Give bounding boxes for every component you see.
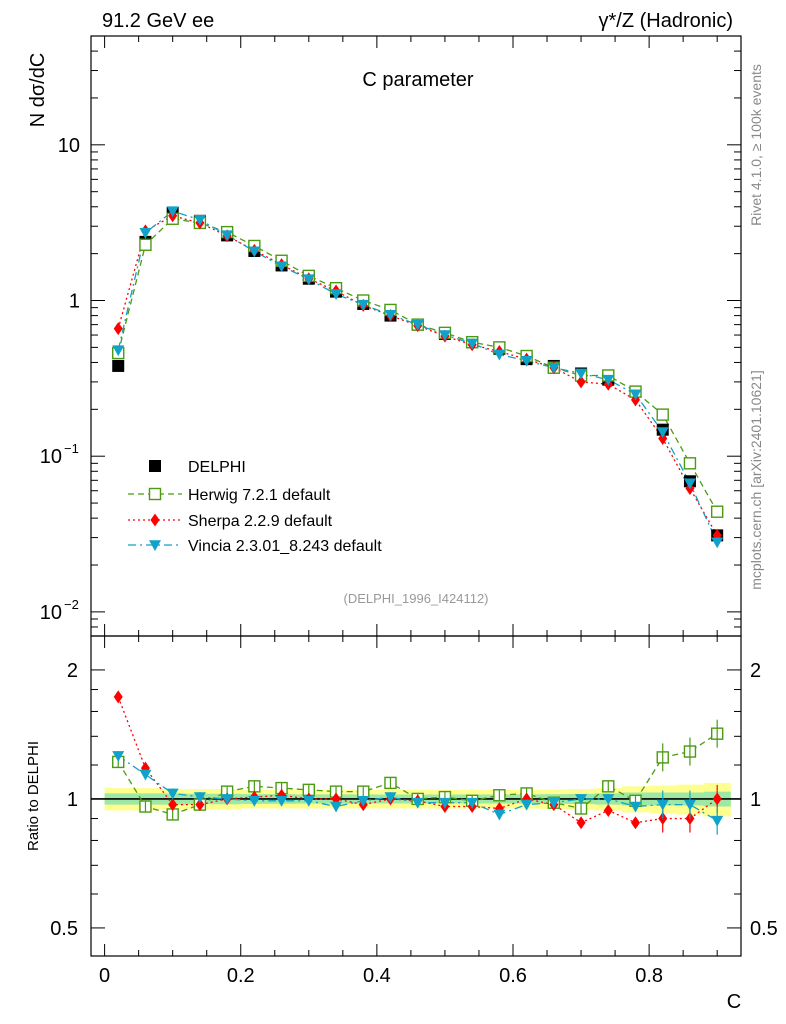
- data-point-vincia: [275, 261, 288, 273]
- y-tick-exponent: −1: [64, 441, 79, 456]
- data-point-vincia: [656, 427, 669, 439]
- data-point-herwig: [683, 457, 697, 470]
- chart-title: C parameter: [362, 69, 473, 91]
- series-line-herwig: [117, 218, 718, 513]
- data-point-vincia: [520, 355, 533, 367]
- legend-label: Vincia 2.3.01_8.243 default: [188, 538, 382, 555]
- y-tick-exponent: −2: [64, 597, 79, 612]
- legend-marker: [149, 460, 161, 472]
- data-point-vincia: [711, 537, 724, 549]
- y-tick-label-ratio-right: 0.5: [750, 918, 778, 940]
- legend-marker: [148, 487, 162, 501]
- legend-label: Herwig 7.2.1 default: [188, 487, 331, 504]
- y-tick-label-ratio-right: 2: [750, 660, 761, 682]
- data-point-vincia: [193, 214, 206, 226]
- rivet-version-label: Rivet 4.1.0, ≥ 100k events: [748, 64, 764, 226]
- x-tick-label: 0.4: [363, 965, 391, 987]
- data-point-herwig: [710, 505, 724, 518]
- x-tick-label: 0.2: [227, 965, 255, 987]
- y-tick-label-ratio: 2: [67, 660, 78, 682]
- data-point-sherpa: [658, 431, 668, 445]
- data-point-vincia: [248, 246, 261, 258]
- data-point-vincia: [112, 345, 125, 357]
- ratio-line-sherpa: [117, 696, 718, 824]
- data-point-vincia: [221, 230, 234, 242]
- x-tick-label: 0: [99, 965, 110, 987]
- header-left: 91.2 GeV ee: [102, 10, 214, 32]
- header-right: γ*/Z (Hadronic): [599, 10, 733, 32]
- data-point-vincia: [330, 289, 343, 301]
- y-tick-label-ratio: 1: [67, 789, 78, 811]
- legend: DELPHI Herwig 7.2.1 default Sherpa 2.2.9 d…: [128, 459, 382, 555]
- mcplots-label: mcplots.cern.ch [arXiv:2401.10621]: [748, 370, 764, 589]
- data-point-vincia: [384, 309, 397, 321]
- legend-marker: [149, 540, 161, 551]
- data-point-vincia: [602, 374, 615, 386]
- ratio-panel-frame: [90, 635, 742, 957]
- data-point-vincia: [629, 389, 642, 401]
- data-point-herwig: [139, 238, 152, 251]
- y-axis-label-ratio: Ratio to DELPHI: [25, 741, 42, 851]
- x-tick-label: 0.8: [635, 965, 663, 987]
- data-point-vincia: [438, 330, 451, 342]
- y-tick-label-ratio-right: 1: [750, 789, 761, 811]
- y-axis-label-top: N dσ/dC: [27, 53, 49, 128]
- data-point-vincia: [302, 274, 315, 286]
- data-point-vincia: [547, 362, 560, 374]
- analysis-tag: (DELPHI_1996_I424112): [343, 591, 488, 606]
- y-tick-label-ratio: 0.5: [50, 918, 78, 940]
- x-axis-label: C: [727, 991, 741, 1013]
- data-point-vincia: [575, 368, 588, 380]
- y-tick-label-top: 10: [40, 446, 62, 468]
- legend-marker: [150, 513, 160, 527]
- data-point-vincia: [357, 299, 370, 311]
- y-tick-label-top: 10: [40, 602, 62, 624]
- data-point-vincia: [166, 206, 179, 218]
- y-tick-label-top: 1: [69, 291, 80, 313]
- data-point-vincia: [683, 478, 696, 490]
- data-point-delphi: [112, 359, 125, 372]
- legend-label: DELPHI: [188, 459, 246, 476]
- data-point-vincia: [493, 349, 506, 361]
- data-point-sherpa: [113, 322, 123, 336]
- y-tick-label-top: 10: [58, 135, 80, 157]
- x-tick-label: 0.6: [499, 965, 527, 987]
- data-point-herwig: [656, 408, 669, 421]
- data-point-vincia: [466, 338, 479, 350]
- data-point-sherpa: [576, 375, 586, 389]
- legend-label: Sherpa 2.2.9 default: [188, 513, 333, 530]
- data-point-vincia: [139, 228, 152, 239]
- data-point-vincia: [411, 319, 424, 331]
